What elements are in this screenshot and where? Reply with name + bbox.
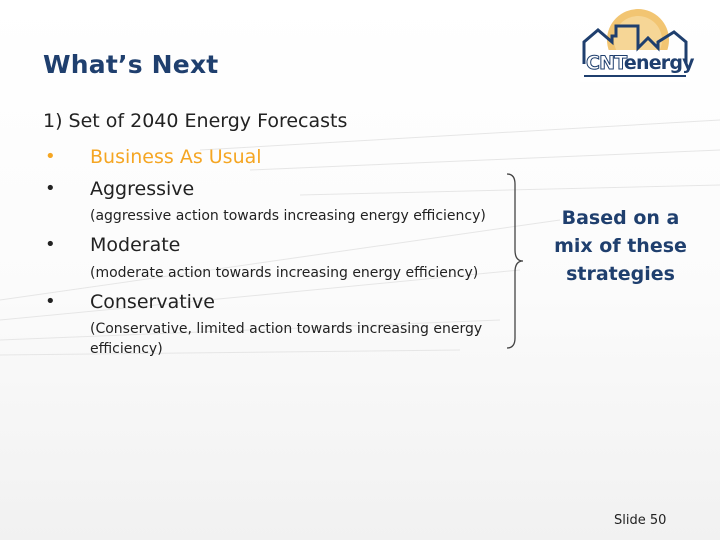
item-moderate: Moderate <box>90 234 181 256</box>
bullet-business-as-usual: • <box>45 146 56 167</box>
logo-wordmark: CNTenergy <box>586 52 695 75</box>
item-aggressive: Aggressive <box>90 178 195 200</box>
grouping-brace <box>506 173 524 349</box>
bullet-conservative: • <box>45 291 56 312</box>
bullet-moderate: • <box>45 234 56 255</box>
item-conservative-description: (Conservative, limited action towards in… <box>90 321 483 357</box>
slide-title: What’s Next <box>43 50 219 79</box>
bullet-aggressive: • <box>45 178 56 199</box>
logo-wordmark-energy: energy <box>623 52 695 74</box>
item-conservative: Conservative <box>90 291 215 313</box>
item-moderate-description: (moderate action towards increasing ener… <box>90 265 479 281</box>
slide-number: Slide 50 <box>614 513 667 528</box>
side-note: Based on a mix of these strategies <box>554 207 687 285</box>
item-business-as-usual: Business As Usual <box>90 146 262 168</box>
item-aggressive-description: (aggressive action towards increasing en… <box>90 208 486 224</box>
logo-wordmark-cnt: CNT <box>586 52 626 75</box>
list-heading: 1) Set of 2040 Energy Forecasts <box>43 110 348 132</box>
cnt-energy-logo-icon <box>580 9 690 82</box>
